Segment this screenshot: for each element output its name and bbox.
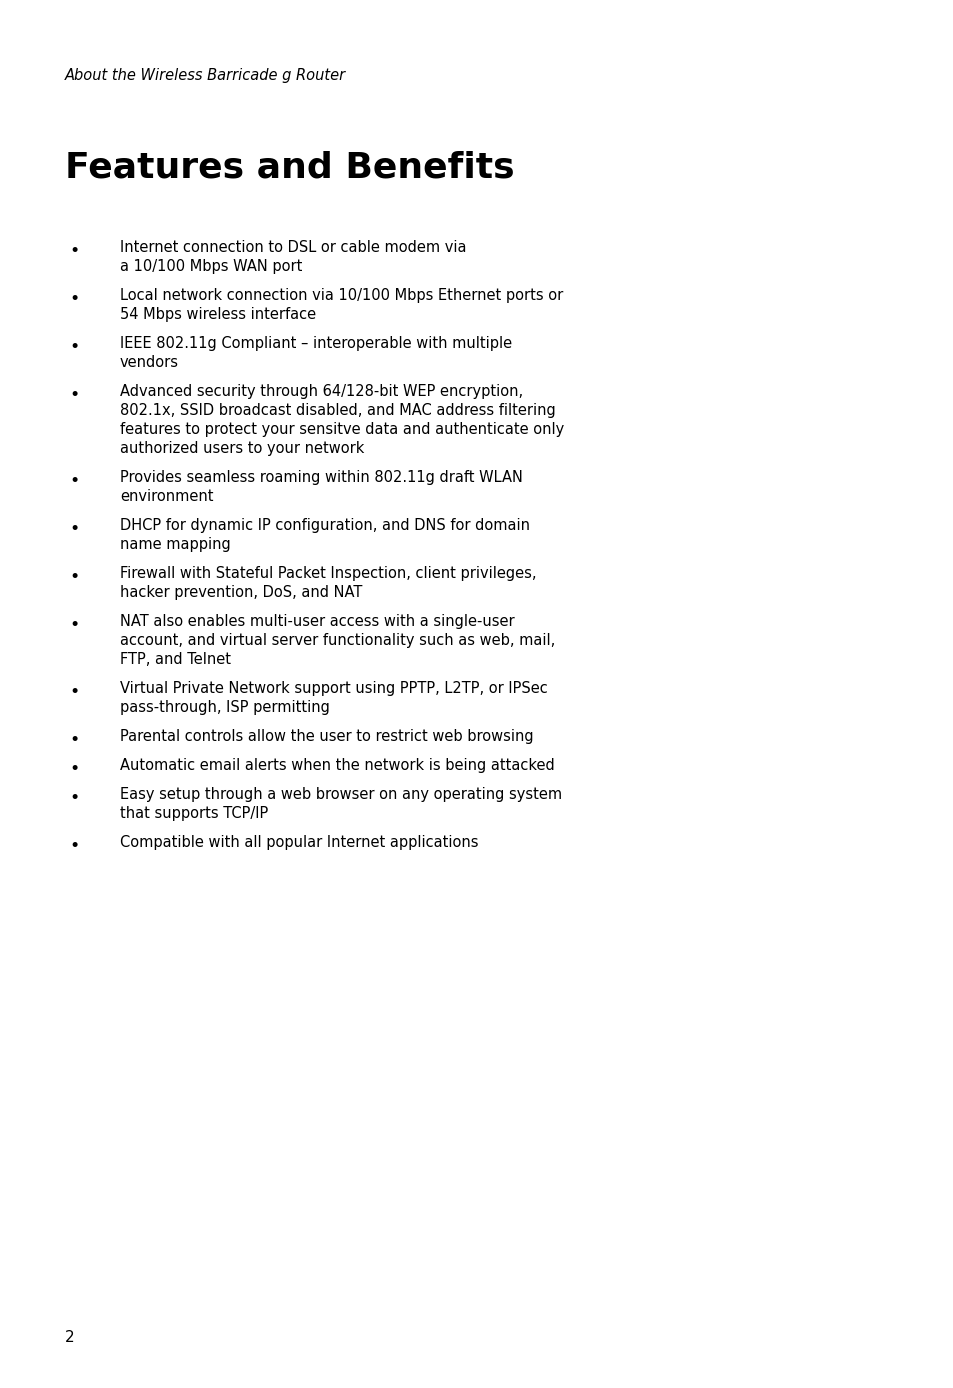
Text: FTP, and Telnet: FTP, and Telnet (120, 652, 231, 668)
Text: •: • (70, 616, 80, 634)
Text: •: • (70, 837, 80, 855)
Text: Advanced security through 64/128-bit WEP encryption,: Advanced security through 64/128-bit WEP… (120, 384, 522, 398)
Text: Internet connection to DSL or cable modem via: Internet connection to DSL or cable mode… (120, 240, 466, 255)
Text: authorized users to your network: authorized users to your network (120, 441, 364, 457)
Text: Virtual Private Network support using PPTP, L2TP, or IPSec: Virtual Private Network support using PP… (120, 682, 547, 695)
Text: Automatic email alerts when the network is being attacked: Automatic email alerts when the network … (120, 758, 554, 773)
Text: •: • (70, 568, 80, 586)
Text: features to protect your sensitve data and authenticate only: features to protect your sensitve data a… (120, 422, 563, 437)
Text: hacker prevention, DoS, and NAT: hacker prevention, DoS, and NAT (120, 584, 362, 600)
Text: that supports TCP/IP: that supports TCP/IP (120, 806, 268, 820)
Text: 54 Mbps wireless interface: 54 Mbps wireless interface (120, 307, 315, 322)
Text: •: • (70, 520, 80, 539)
Text: a 10/100 Mbps WAN port: a 10/100 Mbps WAN port (120, 260, 302, 273)
Text: vendors: vendors (120, 355, 179, 371)
Text: •: • (70, 683, 80, 701)
Text: •: • (70, 290, 80, 308)
Text: •: • (70, 337, 80, 355)
Text: •: • (70, 386, 80, 404)
Text: account, and virtual server functionality such as web, mail,: account, and virtual server functionalit… (120, 633, 555, 648)
Text: environment: environment (120, 489, 213, 504)
Text: Parental controls allow the user to restrict web browsing: Parental controls allow the user to rest… (120, 729, 533, 744)
Text: About the Wireless Barricade g Router: About the Wireless Barricade g Router (65, 68, 346, 83)
Text: •: • (70, 731, 80, 750)
Text: 2: 2 (65, 1330, 74, 1345)
Text: name mapping: name mapping (120, 537, 231, 552)
Text: •: • (70, 472, 80, 490)
Text: Easy setup through a web browser on any operating system: Easy setup through a web browser on any … (120, 787, 561, 802)
Text: •: • (70, 242, 80, 260)
Text: IEEE 802.11g Compliant – interoperable with multiple: IEEE 802.11g Compliant – interoperable w… (120, 336, 512, 351)
Text: DHCP for dynamic IP configuration, and DNS for domain: DHCP for dynamic IP configuration, and D… (120, 518, 530, 533)
Text: 802.1x, SSID broadcast disabled, and MAC address filtering: 802.1x, SSID broadcast disabled, and MAC… (120, 403, 556, 418)
Text: NAT also enables multi-user access with a single-user: NAT also enables multi-user access with … (120, 613, 514, 629)
Text: pass-through, ISP permitting: pass-through, ISP permitting (120, 700, 330, 715)
Text: •: • (70, 759, 80, 777)
Text: Compatible with all popular Internet applications: Compatible with all popular Internet app… (120, 836, 478, 849)
Text: •: • (70, 788, 80, 806)
Text: Firewall with Stateful Packet Inspection, client privileges,: Firewall with Stateful Packet Inspection… (120, 566, 536, 582)
Text: Provides seamless roaming within 802.11g draft WLAN: Provides seamless roaming within 802.11g… (120, 471, 522, 484)
Text: Local network connection via 10/100 Mbps Ethernet ports or: Local network connection via 10/100 Mbps… (120, 287, 562, 303)
Text: Features and Benefits: Features and Benefits (65, 150, 514, 185)
